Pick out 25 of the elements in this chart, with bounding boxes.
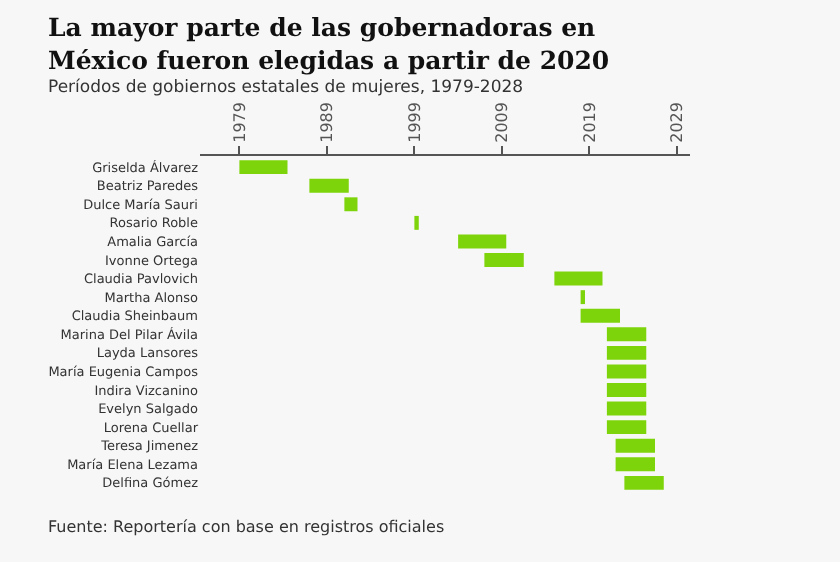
x-tick-label: 1999 (405, 102, 424, 143)
bar (606, 327, 647, 342)
x-tick-label: 2019 (580, 102, 599, 143)
source-note: Fuente: Reportería con base en registros oficiales (48, 518, 445, 536)
bar (309, 178, 349, 193)
x-tick-label: 2029 (668, 102, 687, 143)
bar (624, 475, 664, 490)
bar (239, 160, 288, 175)
bar (606, 420, 647, 435)
bar (580, 308, 620, 323)
bar (606, 383, 647, 397)
x-tick-label: 1989 (318, 102, 337, 143)
bar (344, 197, 358, 212)
bar (606, 364, 647, 379)
chart-title: La mayor parte de las gobernadoras en México fueron elegidas a partir de 2020 (48, 12, 610, 75)
bar (615, 457, 655, 472)
bar (554, 271, 603, 286)
x-tick-label: 2009 (493, 102, 512, 143)
bar (615, 438, 655, 453)
bar (606, 345, 647, 360)
chart-subtitle: Períodos de gobiernos estatales de mujeres, 1979-2028 (48, 78, 524, 98)
bar (484, 253, 524, 267)
bar (458, 234, 507, 249)
x-tick-label: 1979 (230, 102, 249, 143)
bar (606, 401, 647, 416)
